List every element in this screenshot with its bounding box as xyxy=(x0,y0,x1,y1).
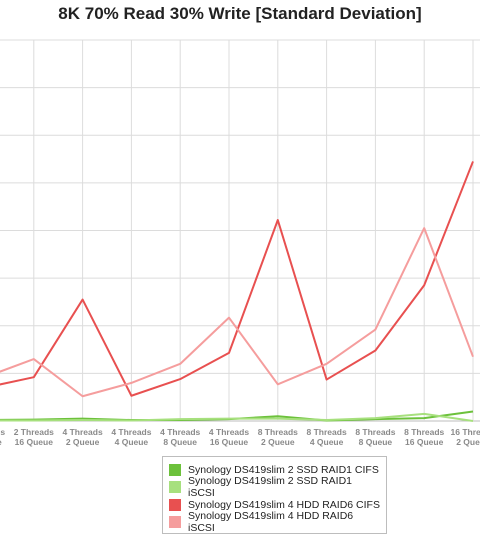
x-tick-label: 8 Threads 2 Queue xyxy=(258,427,298,447)
legend-item[interactable]: Synology DS419slim 4 HDD RAID6 iSCSI xyxy=(169,510,380,534)
chart-title: 8K 70% Read 30% Write [Standard Deviatio… xyxy=(58,4,422,23)
series-line-1 xyxy=(0,412,474,422)
grid-lines xyxy=(0,39,480,422)
x-tick-label: 8 Threads 4 Queue xyxy=(307,427,347,447)
x-tick-label: 2 Threads 16 Queue xyxy=(14,427,54,447)
legend-swatch xyxy=(169,463,181,476)
x-tick-label: 8 Threads 8 Queue xyxy=(355,427,395,447)
legend-label: Synology DS419slim 4 HDD RAID6 iSCSI xyxy=(188,510,354,535)
legend-item[interactable]: Synology DS419slim 2 SSD RAID1 iSCSI xyxy=(169,475,380,499)
legend-label: Synology DS419slim 2 SSD RAID1 CIFS xyxy=(188,463,379,476)
series-line-3 xyxy=(0,227,474,398)
x-tick-label: 4 Threads 4 Queue xyxy=(111,427,151,447)
x-tick-label: 8 Threads 16 Queue xyxy=(404,427,444,447)
legend-item[interactable]: Synology DS419slim 2 SSD RAID1 CIFS xyxy=(169,461,380,479)
legend-item[interactable]: Synology DS419slim 4 HDD RAID6 CIFS xyxy=(169,496,380,514)
x-tick-label: 4 Threads 8 Queue xyxy=(160,427,200,447)
x-tick-label: 4 Threads 16 Queue xyxy=(209,427,249,447)
legend-swatch xyxy=(169,516,181,529)
legend-swatch xyxy=(169,498,181,511)
x-tick-label: 4 Threads 2 Queue xyxy=(63,427,103,447)
series-lines xyxy=(0,161,474,422)
legend-label: Synology DS419slim 4 HDD RAID6 CIFS xyxy=(188,498,380,511)
legend-swatch xyxy=(169,481,181,494)
legend-label: Synology DS419slim 2 SSD RAID1 iSCSI xyxy=(188,475,352,500)
chart-legend: Synology DS419slim 2 SSD RAID1 CIFS Synol… xyxy=(162,456,387,534)
